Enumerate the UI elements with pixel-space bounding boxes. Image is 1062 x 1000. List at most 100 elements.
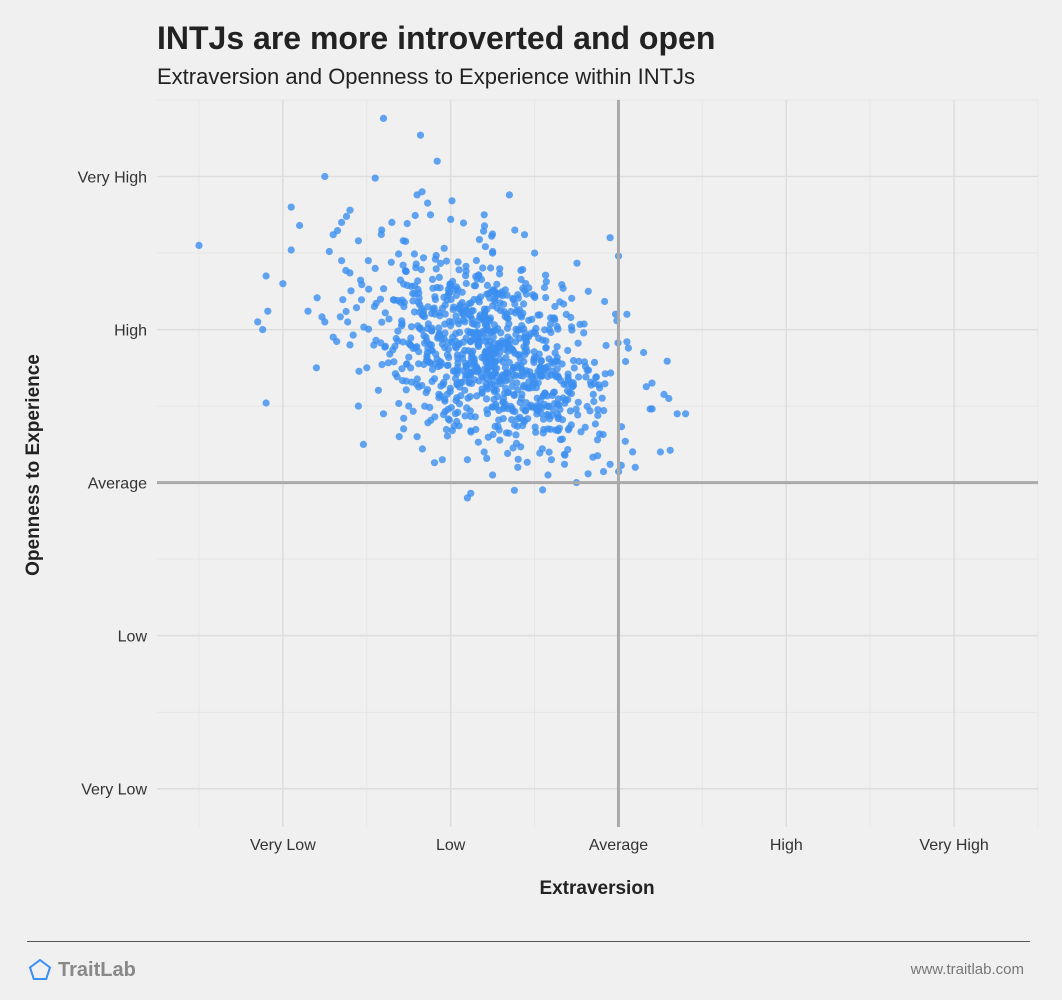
data-point <box>349 331 357 339</box>
data-point <box>399 261 407 269</box>
data-point <box>474 341 482 349</box>
data-point <box>495 406 503 415</box>
data-point <box>321 172 329 181</box>
data-point <box>394 327 402 335</box>
reference-lines <box>157 100 1038 827</box>
data-point <box>403 220 411 228</box>
data-point <box>481 365 489 373</box>
data-point <box>436 259 445 267</box>
data-point <box>414 322 422 330</box>
data-point <box>556 298 564 306</box>
data-point <box>519 265 527 274</box>
data-point <box>486 379 494 387</box>
data-point <box>537 409 545 417</box>
data-point <box>530 358 538 367</box>
data-point <box>427 346 435 354</box>
data-point <box>413 343 421 351</box>
data-point <box>313 294 321 302</box>
data-point <box>523 458 531 466</box>
data-point <box>338 218 346 226</box>
data-point <box>438 456 446 464</box>
data-point <box>475 236 483 244</box>
data-point <box>465 379 473 387</box>
y-tick-label: Average <box>88 476 147 493</box>
data-point <box>442 257 451 265</box>
data-point <box>365 285 373 293</box>
data-point <box>441 329 449 337</box>
data-point <box>457 392 465 400</box>
data-point <box>491 382 499 390</box>
data-point <box>287 203 295 211</box>
x-tick-label: Very High <box>919 837 988 854</box>
brand-logo[interactable]: TraitLab <box>28 958 136 982</box>
data-point <box>470 360 479 368</box>
data-point <box>656 448 665 456</box>
site-url[interactable]: www.traitlab.com <box>910 961 1024 978</box>
data-point <box>357 296 366 304</box>
data-point <box>541 326 549 334</box>
data-point <box>304 307 312 315</box>
data-point <box>528 315 536 323</box>
data-point <box>454 354 462 363</box>
data-point <box>454 258 462 266</box>
data-point <box>435 273 443 281</box>
data-point <box>447 295 455 303</box>
data-point <box>519 404 527 413</box>
data-point <box>449 333 457 341</box>
data-point <box>381 343 389 351</box>
data-point <box>364 325 373 333</box>
data-point <box>405 353 413 361</box>
data-point <box>514 326 522 334</box>
data-point <box>364 257 372 265</box>
data-point <box>465 300 473 308</box>
data-point <box>395 399 403 408</box>
data-point <box>505 320 513 328</box>
data-point <box>412 380 421 388</box>
data-point <box>471 413 479 421</box>
data-point <box>623 310 631 318</box>
data-point <box>482 395 491 403</box>
data-point <box>342 307 350 316</box>
data-point <box>514 386 522 394</box>
data-point <box>333 227 342 235</box>
data-point <box>648 379 656 387</box>
data-point <box>590 397 598 406</box>
data-point <box>559 394 567 402</box>
data-point <box>601 380 609 388</box>
data-point <box>594 406 602 414</box>
data-point <box>461 318 469 326</box>
data-point <box>442 373 450 381</box>
data-point <box>259 326 267 334</box>
data-point <box>431 255 439 263</box>
data-point <box>447 404 455 412</box>
data-point <box>594 452 602 460</box>
data-point <box>480 227 488 235</box>
data-point <box>402 267 410 276</box>
data-point <box>520 300 528 308</box>
data-point <box>434 332 442 341</box>
chart-subtitle: Extraversion and Openness to Experience … <box>157 64 696 89</box>
data-point <box>352 304 361 312</box>
data-point <box>431 413 439 421</box>
data-point <box>547 425 555 433</box>
x-axis-label: Extraversion <box>539 878 655 899</box>
data-point <box>520 416 528 425</box>
data-point <box>553 343 561 351</box>
data-point <box>496 375 504 383</box>
data-point <box>456 328 464 336</box>
data-point <box>600 407 608 415</box>
data-point <box>534 367 542 375</box>
data-point <box>481 311 489 320</box>
data-point <box>452 397 460 405</box>
data-point <box>574 411 582 419</box>
data-point <box>544 471 552 479</box>
data-point <box>515 306 524 314</box>
data-point <box>445 416 453 424</box>
data-point <box>411 211 419 220</box>
data-point <box>392 334 400 343</box>
data-point <box>514 351 522 359</box>
data-point <box>526 403 534 411</box>
data-point <box>598 394 606 402</box>
data-point <box>385 315 393 323</box>
data-point <box>443 432 451 440</box>
